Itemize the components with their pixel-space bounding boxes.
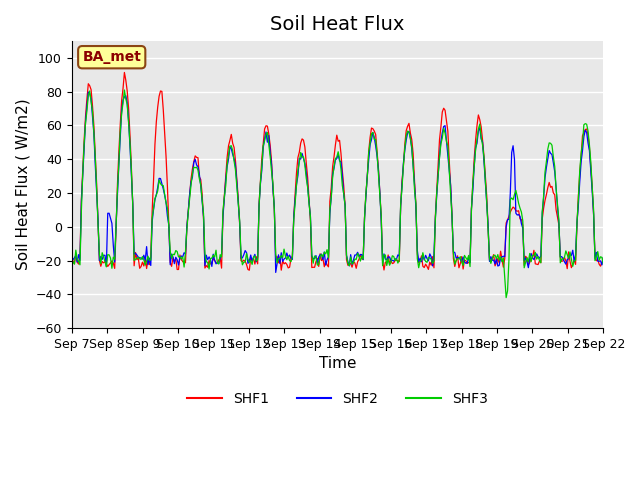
SHF3	[502, 295, 510, 300]
SHF1	[86, 83, 93, 89]
Text: BA_met: BA_met	[83, 50, 141, 64]
SHF1	[246, 267, 253, 273]
Y-axis label: Soil Heat Flux ( W/m2): Soil Heat Flux ( W/m2)	[15, 99, 30, 270]
SHF2	[272, 270, 280, 276]
SHF2	[87, 96, 95, 102]
Title: Soil Heat Flux: Soil Heat Flux	[270, 15, 404, 34]
SHF3	[529, 252, 536, 258]
SHF1	[120, 70, 128, 75]
SHF2	[68, 253, 76, 259]
SHF3	[120, 87, 128, 93]
SHF1	[600, 255, 607, 261]
SHF2	[600, 255, 607, 261]
Line: SHF2: SHF2	[72, 92, 604, 273]
SHF3	[600, 261, 607, 267]
SHF3	[342, 252, 350, 258]
Legend: SHF1, SHF2, SHF3: SHF1, SHF2, SHF3	[182, 386, 493, 412]
SHF3	[68, 256, 76, 262]
SHF3	[86, 88, 93, 94]
SHF3	[102, 264, 110, 270]
X-axis label: Time: Time	[319, 356, 356, 372]
SHF1	[68, 257, 76, 263]
Line: SHF1: SHF1	[72, 72, 604, 270]
Line: SHF3: SHF3	[72, 90, 604, 298]
SHF1	[344, 263, 352, 268]
SHF2	[84, 89, 92, 95]
SHF3	[598, 254, 606, 260]
SHF2	[529, 255, 536, 261]
SHF3	[448, 214, 456, 219]
SHF2	[598, 262, 606, 268]
SHF1	[102, 261, 110, 266]
SHF1	[529, 255, 536, 261]
SHF1	[449, 255, 457, 261]
SHF1	[598, 259, 606, 265]
SHF2	[104, 210, 111, 216]
SHF2	[449, 249, 457, 255]
SHF2	[344, 259, 352, 264]
